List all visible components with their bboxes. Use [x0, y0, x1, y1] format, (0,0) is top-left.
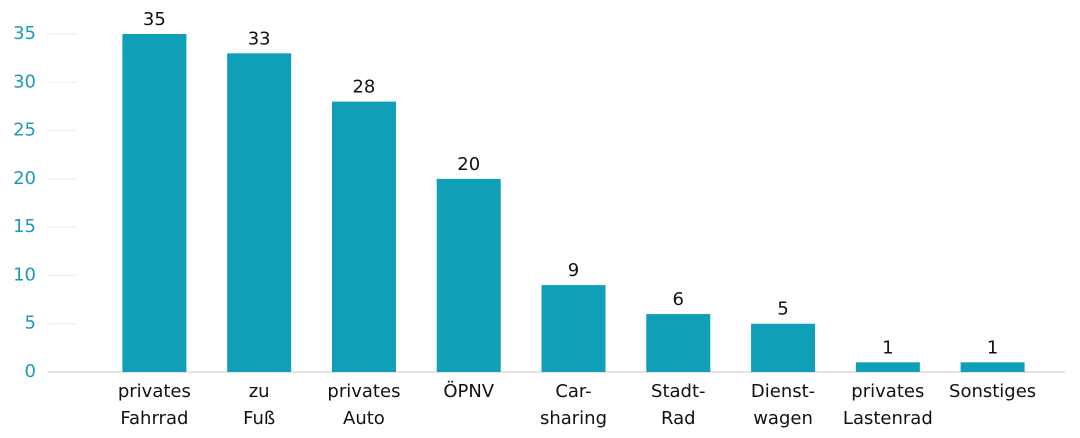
y-tick-label: 0 [25, 361, 36, 382]
x-tick-label: Sonstiges [949, 381, 1037, 402]
data-label: 20 [457, 154, 480, 175]
data-label: 35 [143, 9, 166, 30]
bar [960, 362, 1025, 372]
x-tick-label: zu Fuß [243, 381, 276, 429]
x-tick-label: privates Fahrrad [117, 381, 191, 429]
y-tick-label: 30 [13, 71, 36, 92]
bar [436, 178, 501, 372]
data-label: 5 [777, 299, 788, 320]
y-tick-label: 15 [13, 216, 36, 237]
bar [227, 53, 292, 373]
x-tick-label: Car-sharing [539, 381, 608, 429]
bar [751, 323, 816, 372]
data-label: 1 [987, 337, 998, 358]
bar [646, 314, 711, 372]
data-label: 33 [248, 28, 271, 49]
x-tick-label: privates Auto [327, 381, 401, 429]
data-label: 6 [673, 289, 684, 310]
x-tick-label: privates Lastenrad [842, 381, 933, 429]
y-tick-label: 25 [13, 120, 36, 141]
bar [122, 34, 187, 372]
x-tick-label: ÖPNV [443, 381, 495, 402]
x-tick-label: Dienst-wagen [750, 381, 816, 429]
data-label: 9 [568, 260, 579, 281]
bar [331, 101, 396, 372]
bar [541, 285, 606, 372]
y-tick-label: 35 [13, 23, 36, 44]
data-label: 28 [352, 77, 375, 98]
y-tick-label: 10 [13, 264, 36, 285]
y-tick-label: 5 [25, 313, 36, 334]
y-tick-label: 20 [13, 168, 36, 189]
bar [855, 362, 920, 372]
x-tick-label: Stadt-Rad [651, 381, 706, 429]
data-label: 1 [882, 337, 893, 358]
